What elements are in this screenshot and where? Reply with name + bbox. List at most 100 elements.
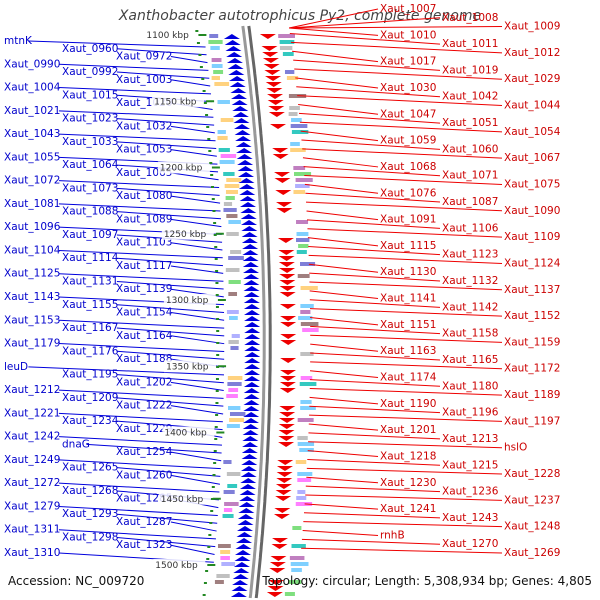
gene-label-forward[interactable]: Xaut_1080 xyxy=(116,190,172,202)
gene-label-forward[interactable]: Xaut_1055 xyxy=(4,151,60,163)
gene-label-forward[interactable]: mtnK xyxy=(4,35,33,47)
gene-label-reverse[interactable]: Xaut_1243 xyxy=(442,512,498,524)
gene-label-reverse[interactable]: Xaut_1068 xyxy=(380,161,436,173)
gene-label-reverse[interactable]: Xaut_1180 xyxy=(442,380,498,392)
gene-label-reverse[interactable]: Xaut_1030 xyxy=(380,82,436,94)
gene-label-forward[interactable]: Xaut_0990 xyxy=(4,58,60,70)
gene-label-reverse[interactable]: Xaut_1047 xyxy=(380,108,436,120)
gene-label-reverse[interactable]: Xaut_1010 xyxy=(380,29,436,41)
gene-label-forward[interactable]: Xaut_1176 xyxy=(62,345,119,357)
gene-label-forward[interactable]: Xaut_1167 xyxy=(62,322,118,334)
gene-label-forward[interactable]: Xaut_1096 xyxy=(4,221,61,233)
gene-label-reverse[interactable]: Xaut_1124 xyxy=(504,257,561,269)
gene-label-forward[interactable]: Xaut_1260 xyxy=(116,469,172,481)
gene-label-forward[interactable]: Xaut_1125 xyxy=(4,268,60,280)
gene-label-forward[interactable]: Xaut_1310 xyxy=(4,547,60,559)
gene-label-reverse[interactable]: Xaut_1159 xyxy=(504,336,560,348)
gene-label-forward[interactable]: Xaut_1032 xyxy=(116,120,172,132)
gene-label-reverse[interactable]: hslO xyxy=(504,442,527,454)
gene-label-forward[interactable]: Xaut_0992 xyxy=(62,66,118,78)
gene-label-reverse[interactable]: Xaut_1218 xyxy=(380,450,436,462)
gene-label-reverse[interactable]: Xaut_1151 xyxy=(380,319,436,331)
gene-label-reverse[interactable]: Xaut_1197 xyxy=(504,415,560,427)
gene-label-reverse[interactable]: Xaut_1241 xyxy=(380,503,436,515)
gene-label-reverse[interactable]: Xaut_1158 xyxy=(442,328,498,340)
gene-label-reverse[interactable]: Xaut_1174 xyxy=(380,372,437,384)
gene-label-reverse[interactable]: Xaut_1130 xyxy=(380,266,436,278)
gene-label-reverse[interactable]: Xaut_1109 xyxy=(504,231,560,243)
gene-label-reverse[interactable]: Xaut_1009 xyxy=(504,21,560,33)
gene-label-reverse[interactable]: Xaut_1132 xyxy=(442,275,498,287)
gene-label-forward[interactable]: Xaut_1279 xyxy=(4,500,60,512)
gene-label-reverse[interactable]: Xaut_1270 xyxy=(442,538,498,550)
gene-label-reverse[interactable]: Xaut_1007 xyxy=(380,3,436,15)
gene-label-forward[interactable]: Xaut_1004 xyxy=(4,82,61,94)
gene-label-forward[interactable]: Xaut_1287 xyxy=(116,516,172,528)
gene-label-forward[interactable]: Xaut_1117 xyxy=(116,260,172,272)
gene-label-reverse[interactable]: Xaut_1012 xyxy=(504,47,560,59)
gene-label-forward[interactable]: Xaut_1242 xyxy=(4,431,60,443)
gene-label-forward[interactable]: Xaut_1088 xyxy=(62,206,118,218)
gene-label-reverse[interactable]: Xaut_1106 xyxy=(442,222,499,234)
gene-label-forward[interactable]: dnaG xyxy=(62,438,90,450)
gene-label-reverse[interactable]: Xaut_1051 xyxy=(442,117,498,129)
gene-label-reverse[interactable]: Xaut_1019 xyxy=(442,64,498,76)
gene-label-reverse[interactable]: Xaut_1067 xyxy=(504,152,560,164)
gene-label-forward[interactable]: leuD xyxy=(4,361,28,373)
gene-label-forward[interactable]: Xaut_1249 xyxy=(4,454,60,466)
gene-label-reverse[interactable]: Xaut_1213 xyxy=(442,433,498,445)
gene-label-reverse[interactable]: Xaut_1190 xyxy=(380,398,436,410)
gene-label-forward[interactable]: Xaut_1015 xyxy=(62,89,118,101)
gene-label-forward[interactable]: Xaut_1164 xyxy=(116,330,173,342)
gene-label-reverse[interactable]: Xaut_1152 xyxy=(504,310,560,322)
gene-label-reverse[interactable]: Xaut_1189 xyxy=(504,389,560,401)
gene-label-forward[interactable]: Xaut_1114 xyxy=(62,252,119,264)
gene-label-reverse[interactable]: Xaut_1163 xyxy=(380,345,436,357)
gene-label-forward[interactable]: Xaut_1272 xyxy=(4,477,60,489)
gene-label-reverse[interactable]: Xaut_1123 xyxy=(442,249,498,261)
gene-label-reverse[interactable]: Xaut_1071 xyxy=(442,170,498,182)
gene-label-forward[interactable]: Xaut_1268 xyxy=(62,485,118,497)
gene-label-forward[interactable]: Xaut_1139 xyxy=(116,283,172,295)
gene-label-forward[interactable]: Xaut_0972 xyxy=(116,51,172,63)
gene-label-forward[interactable]: Xaut_1202 xyxy=(116,376,172,388)
gene-label-forward[interactable]: Xaut_1195 xyxy=(62,369,118,381)
gene-label-forward[interactable]: Xaut_1023 xyxy=(62,113,118,125)
gene-label-forward[interactable]: Xaut_1021 xyxy=(4,105,60,117)
gene-label-reverse[interactable]: Xaut_1017 xyxy=(380,56,436,68)
gene-label-reverse[interactable]: Xaut_1044 xyxy=(504,100,561,112)
gene-label-reverse[interactable]: Xaut_1215 xyxy=(442,459,498,471)
gene-label-reverse[interactable]: Xaut_1142 xyxy=(442,301,498,313)
gene-label-forward[interactable]: Xaut_1212 xyxy=(4,384,60,396)
gene-label-reverse[interactable]: Xaut_1237 xyxy=(504,494,560,506)
gene-label-reverse[interactable]: Xaut_1060 xyxy=(442,143,498,155)
gene-label-forward[interactable]: Xaut_1293 xyxy=(62,508,118,520)
gene-label-forward[interactable]: Xaut_1089 xyxy=(116,213,172,225)
gene-label-forward[interactable]: Xaut_1003 xyxy=(116,74,172,86)
gene-label-reverse[interactable]: Xaut_1029 xyxy=(504,73,560,85)
gene-label-forward[interactable]: Xaut_1209 xyxy=(62,392,118,404)
gene-label-reverse[interactable]: Xaut_1196 xyxy=(442,407,499,419)
gene-label-reverse[interactable]: Xaut_1172 xyxy=(504,363,560,375)
gene-label-reverse[interactable]: Xaut_1230 xyxy=(380,477,436,489)
gene-label-forward[interactable]: Xaut_1254 xyxy=(116,446,173,458)
gene-label-forward[interactable]: Xaut_1073 xyxy=(62,182,118,194)
gene-label-forward[interactable]: Xaut_1265 xyxy=(62,462,118,474)
gene-label-reverse[interactable]: Xaut_1075 xyxy=(504,178,560,190)
gene-label-reverse[interactable]: Xaut_1008 xyxy=(442,12,498,24)
gene-label-reverse[interactable]: Xaut_1248 xyxy=(504,521,560,533)
gene-label-forward[interactable]: Xaut_0960 xyxy=(62,43,118,55)
gene-label-reverse[interactable]: Xaut_1165 xyxy=(442,354,498,366)
gene-label-reverse[interactable]: Xaut_1076 xyxy=(380,187,437,199)
gene-label-forward[interactable]: Xaut_1323 xyxy=(116,539,172,551)
gene-label-reverse[interactable]: rnhB xyxy=(380,529,405,541)
gene-label-reverse[interactable]: Xaut_1269 xyxy=(504,547,560,559)
gene-label-forward[interactable]: Xaut_1234 xyxy=(62,415,119,427)
gene-label-forward[interactable]: Xaut_1033 xyxy=(62,136,118,148)
gene-label-reverse[interactable]: Xaut_1137 xyxy=(504,284,560,296)
gene-label-reverse[interactable]: Xaut_1141 xyxy=(380,293,436,305)
gene-label-forward[interactable]: Xaut_1153 xyxy=(4,314,60,326)
gene-label-forward[interactable]: Xaut_1285 xyxy=(116,493,172,505)
gene-label-forward[interactable]: Xaut_1221 xyxy=(4,407,60,419)
gene-label-reverse[interactable]: Xaut_1011 xyxy=(442,38,498,50)
